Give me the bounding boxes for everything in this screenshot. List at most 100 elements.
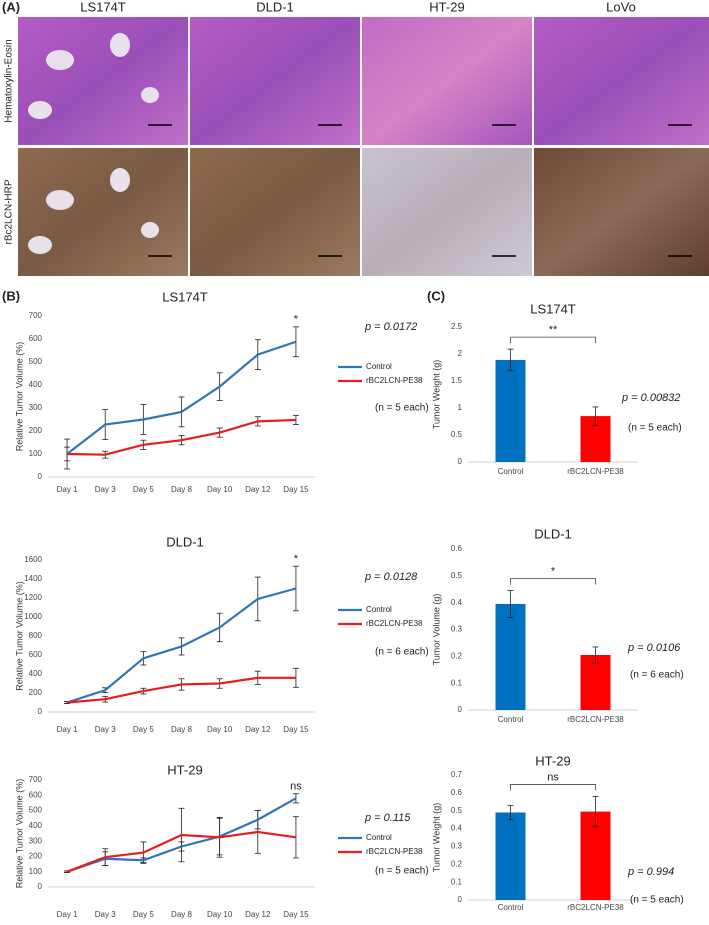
significance-bracket	[510, 336, 596, 344]
tissue-lumens	[28, 33, 159, 254]
bar	[495, 359, 526, 462]
y-axis-label: Tumor Volume (g)	[431, 594, 441, 666]
y-tick-label: 500	[29, 806, 43, 815]
chart-title: LS174T	[162, 289, 208, 304]
legend-label: Control	[366, 605, 392, 614]
column-label: DLD-1	[256, 0, 294, 14]
y-tick-label: 100	[29, 449, 43, 458]
significance: *	[551, 565, 556, 577]
y-tick-label: 100	[29, 867, 43, 876]
x-tick-label: Day 5	[133, 910, 154, 919]
n-note: (n = 5 each)	[628, 423, 682, 434]
significance: *	[294, 553, 299, 565]
y-tick-label: 0	[38, 472, 43, 481]
panel-label: (B)	[2, 288, 20, 303]
y-tick-label: 0	[458, 457, 463, 466]
micrograph	[534, 17, 709, 145]
y-tick-label: 700	[29, 311, 43, 320]
y-axis-label: Relative Tumor Volume (%)	[14, 581, 24, 691]
y-tick-label: 400	[29, 821, 43, 830]
y-tick-label: 0.1	[451, 877, 463, 886]
y-tick-label: 0	[38, 882, 43, 891]
error-bar	[507, 590, 514, 618]
y-tick-label: 1200	[24, 593, 42, 602]
micrograph	[362, 17, 532, 145]
n-note: (n = 6 each)	[375, 647, 429, 658]
series-line	[67, 418, 296, 456]
y-tick-label: 1600	[24, 555, 42, 564]
x-tick-label: Day 15	[283, 485, 309, 494]
y-tick-label: 0.1	[451, 678, 463, 687]
column-label: LoVo	[606, 0, 636, 14]
x-tick-label: Day 12	[245, 910, 271, 919]
significance-bracket	[510, 578, 596, 585]
error-bar	[592, 796, 599, 828]
n-note: (n = 5 each)	[375, 866, 429, 877]
micrograph	[18, 17, 188, 145]
y-tick-label: 0.5	[451, 571, 463, 580]
y-tick-label: 0	[458, 895, 463, 904]
series-line	[66, 587, 297, 704]
series-line	[66, 340, 297, 455]
x-tick-label: Day 8	[171, 485, 192, 494]
chart: HT-29 Relative Tumor Volume (%) 0 100 200 300…	[14, 762, 428, 919]
chart-title: HT-29	[167, 762, 202, 777]
significance-bracket	[510, 784, 596, 791]
chart: DLD-1 Tumor Volume (g) 0 0.1 0.2 0.3 0.4 0.5 0.6…	[431, 526, 683, 724]
column-label: HT-29	[429, 0, 464, 14]
panel-label: (A)	[2, 0, 20, 14]
x-tick-label: Day 8	[171, 910, 192, 919]
y-tick-label: 0.3	[451, 625, 463, 634]
n-note: (n = 5 each)	[630, 895, 684, 906]
p-value: p = 0.0172	[364, 321, 417, 333]
x-tick-label: rBC2LCN-PE38	[567, 903, 624, 912]
y-tick-label: 0.4	[451, 598, 463, 607]
series-line	[66, 797, 297, 873]
y-tick-label: 400	[29, 380, 43, 389]
x-tick-label: Day 3	[95, 725, 116, 734]
n-note: (n = 5 each)	[375, 403, 429, 414]
y-tick-label: 2	[458, 349, 463, 358]
micrograph	[18, 148, 188, 276]
x-tick-label: Day 8	[171, 725, 192, 734]
y-tick-label: 0.5	[451, 806, 463, 815]
chart-title: DLD-1	[166, 534, 204, 549]
x-tick-label: Control	[498, 715, 524, 724]
y-tick-label: 0	[38, 707, 43, 716]
p-value: p = 0.115	[364, 812, 411, 824]
x-tick-label: Day 3	[95, 910, 116, 919]
micrograph	[362, 148, 532, 276]
y-tick-label: 600	[29, 790, 43, 799]
legend-label: rBC2LCN-PE38	[366, 619, 423, 628]
significance: **	[549, 324, 558, 336]
x-tick-label: Control	[498, 467, 524, 476]
chart-title: LS174T	[530, 301, 576, 316]
y-tick-label: 0.5	[451, 430, 463, 439]
x-tick-label: Day 1	[57, 910, 78, 919]
n-note: (n = 6 each)	[630, 670, 684, 681]
significance: ns	[290, 781, 302, 793]
x-tick-label: Day 15	[283, 910, 309, 919]
micrograph	[190, 148, 360, 276]
x-tick-label: Day 3	[95, 485, 116, 494]
y-tick-label: 2.5	[451, 322, 463, 331]
y-tick-label: 0.2	[451, 651, 463, 660]
chart: DLD-1 Relative Tumor Volume (%) 0 200 400 600…	[14, 534, 428, 734]
legend-label: Control	[366, 362, 392, 371]
y-tick-label: 0.7	[451, 770, 463, 779]
row-label: rBc2LCN-HRP	[4, 179, 15, 244]
y-tick-label: 500	[29, 357, 43, 366]
chart-title: HT-29	[535, 753, 570, 768]
error-bar	[592, 406, 599, 426]
y-tick-label: 700	[29, 775, 43, 784]
y-axis-label: Relative Tumor Volume (%)	[14, 779, 24, 889]
micrograph	[534, 148, 709, 276]
bar	[495, 812, 526, 900]
x-tick-label: Day 12	[245, 485, 271, 494]
error-bar	[507, 804, 514, 821]
y-tick-label: 0	[458, 705, 463, 714]
row-label: Hematoxylin-Eosin	[4, 39, 15, 122]
y-tick-label: 0.3	[451, 842, 463, 851]
x-tick-label: Day 10	[207, 485, 233, 494]
